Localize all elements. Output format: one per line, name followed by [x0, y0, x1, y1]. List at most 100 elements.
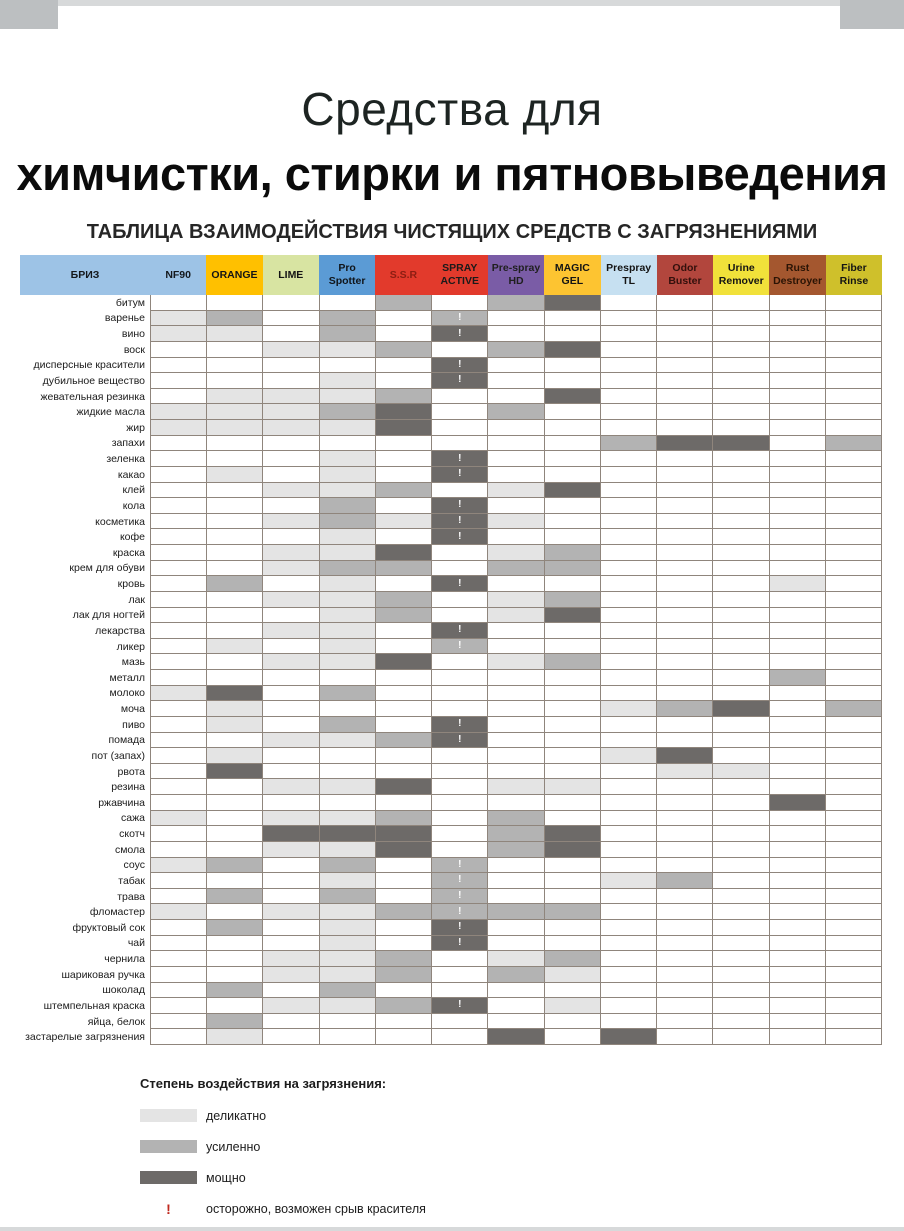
grid-cell: [712, 982, 769, 999]
grid-cell: [374, 420, 432, 436]
caution-mark: !: [458, 890, 462, 902]
grid-cell: [262, 513, 319, 530]
grid-cell: [543, 341, 600, 358]
grid-cell: [824, 513, 883, 530]
grid-cell: [599, 576, 657, 592]
grid-cell: [206, 748, 263, 764]
grid-cell: [206, 638, 263, 655]
corner-header-brand: БРИЗ: [20, 255, 150, 295]
grid-cell: [656, 716, 713, 733]
grid-cell: [487, 920, 544, 936]
grid-cell: [206, 998, 263, 1014]
grid-cell: [656, 685, 713, 702]
grid-cell: [318, 388, 375, 405]
grid-cell: [656, 560, 713, 577]
grid-cell: [318, 1029, 375, 1045]
grid-cell: [712, 1029, 769, 1045]
grid-cell: [543, 748, 600, 764]
grid-cell: [712, 654, 769, 670]
row-label: сажа: [121, 812, 145, 825]
grid-cell: [318, 795, 375, 811]
grid-cell: [712, 466, 769, 483]
grid-cell: [374, 748, 432, 764]
grid-cell: [599, 966, 657, 983]
grid-cell: !: [431, 529, 488, 545]
grid-cell: [150, 763, 207, 780]
grid-cell: [712, 498, 769, 514]
grid-cell: [318, 326, 375, 342]
grid-cell: [150, 1029, 207, 1045]
table-row: помада!: [20, 732, 883, 749]
grid-cell: [206, 873, 263, 889]
grid-cell: [206, 513, 263, 530]
legend-swatch-delicate: [140, 1109, 197, 1122]
row-label: ржавчина: [98, 796, 145, 809]
grid-cell: [206, 435, 263, 452]
grid-cell: [824, 638, 883, 655]
grid-cell: [656, 1013, 713, 1030]
grid-cell: [318, 638, 375, 655]
grid-cell: [768, 576, 825, 592]
table-row: застарелые загрязнения: [20, 1029, 883, 1045]
grid-cell: [150, 732, 207, 749]
grid-cell: [599, 388, 657, 405]
grid-cell: [150, 435, 207, 452]
grid-cell: [712, 420, 769, 436]
caution-mark: !: [458, 452, 462, 464]
grid-cell: [824, 873, 883, 889]
grid-cell: [318, 732, 375, 749]
grid-cell: [768, 357, 825, 374]
row-label: варенье: [104, 312, 145, 325]
grid-cell: [318, 420, 375, 436]
grid-cell: [656, 498, 713, 514]
grid-cell: [487, 545, 544, 561]
grid-cell: [262, 888, 319, 905]
grid-cell: [431, 670, 488, 686]
grid-cell: [656, 576, 713, 592]
grid-cell: [599, 982, 657, 999]
grid-cell: [262, 341, 319, 358]
grid-cell: [656, 341, 713, 358]
grid-cell: [712, 685, 769, 702]
grid-cell: [543, 732, 600, 749]
grid-cell: [206, 388, 263, 405]
grid-cell: !: [431, 904, 488, 920]
row-label: кофе: [119, 531, 145, 544]
grid-cell: [824, 373, 883, 389]
caution-mark: !: [458, 624, 462, 636]
grid-cell: [599, 685, 657, 702]
table-row: запахи: [20, 435, 883, 452]
grid-cell: [150, 560, 207, 577]
table-row: фломастер!: [20, 904, 883, 920]
row-label: краска: [112, 546, 145, 559]
grid-cell: [262, 310, 319, 327]
grid-cell: [712, 404, 769, 420]
grid-cell: [768, 545, 825, 561]
grid-cell: [318, 513, 375, 530]
grid-cell: [656, 591, 713, 608]
grid-cell: [206, 341, 263, 358]
grid-cell: [543, 795, 600, 811]
grid-cell: [318, 623, 375, 639]
grid-cell: [318, 873, 375, 889]
grid-cell: [374, 826, 432, 842]
grid-cell: [768, 638, 825, 655]
grid-cell: [487, 388, 544, 405]
table-row: шоколад: [20, 982, 883, 999]
legend-heading: Степень воздействия на загрязнения:: [140, 1076, 387, 1091]
grid-cell: [374, 591, 432, 608]
grid-cell: [262, 357, 319, 374]
grid-cell: [262, 982, 319, 999]
column-header: Prespray TL: [600, 255, 657, 295]
grid-cell: [150, 654, 207, 670]
grid-cell: [206, 732, 263, 749]
grid-cell: [374, 998, 432, 1014]
grid-cell: [599, 310, 657, 327]
legend-label: деликатно: [206, 1108, 267, 1123]
grid-cell: [206, 670, 263, 686]
grid-cell: [318, 545, 375, 561]
table-row: крем для обуви: [20, 560, 883, 577]
grid-cell: [318, 748, 375, 764]
grid-cell: [656, 529, 713, 545]
grid-cell: [431, 341, 488, 358]
